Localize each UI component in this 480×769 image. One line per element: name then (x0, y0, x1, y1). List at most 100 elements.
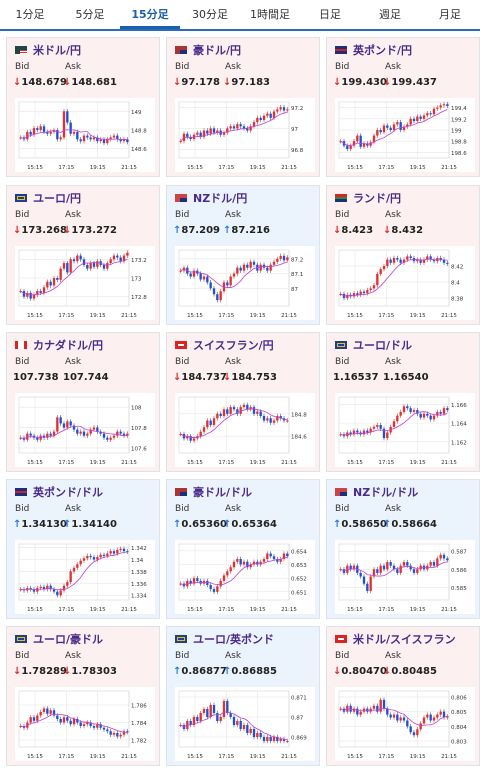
y-tick-label: 173 (131, 277, 142, 283)
y-tick-label: 199.2 (451, 117, 467, 123)
currency-pair-label[interactable]: ランド/円 (353, 192, 402, 205)
candle (286, 741, 289, 742)
tab-2[interactable]: 15分足 (120, 0, 180, 29)
rate-card[interactable]: ユーロ/英ポンド Bid Ask ↑0.86877 ↑0.86885 0.871 0.87 0… (166, 626, 320, 766)
currency-pair-label[interactable]: ユーロ/豪ドル (33, 633, 104, 646)
candle (32, 128, 36, 135)
candle (46, 281, 49, 288)
currency-pair-label[interactable]: 米ドル/スイスフラン (353, 633, 456, 646)
candle (406, 256, 409, 260)
candlestick-chart[interactable]: 149 148.8 148.6 15:15 17:15 19:15 21:15 (15, 98, 155, 172)
card-header[interactable]: NZドル/円 (175, 190, 247, 206)
candlestick-chart[interactable]: 0.587 0.586 0.585 15:15 17:15 19:15 21:15 (335, 540, 475, 614)
currency-pair-label[interactable]: 英ポンド/円 (353, 44, 413, 57)
candle (419, 413, 422, 418)
candle (282, 739, 286, 741)
candle (86, 555, 89, 559)
candlestick-chart[interactable]: 1.342 1.34 1.338 1.336 1.334 15:15 17:15 19:15 2… (15, 540, 155, 614)
currency-pair-label[interactable]: NZドル/ドル (353, 486, 419, 499)
x-tick-label: 21:15 (121, 313, 137, 319)
candlestick-chart[interactable]: 87.2 87.1 87 15:15 17:15 19:15 21:15 (175, 246, 315, 320)
candle (79, 431, 82, 434)
rate-card[interactable]: ユーロ/豪ドル Bid Ask ↓1.78289 ↓1.78303 1.786 1.784 1… (6, 626, 160, 766)
gb-flag-icon (335, 46, 347, 54)
currency-pair-label[interactable]: ユーロ/英ポンド (193, 633, 275, 646)
card-header[interactable]: カナダドル/円 (15, 337, 103, 353)
candlestick-chart[interactable]: 184.8 184.6 15:15 17:15 19:15 21:15 (175, 393, 315, 467)
tab-1[interactable]: 5分足 (75, 8, 105, 21)
candle (246, 128, 249, 131)
card-header[interactable]: 米ドル/円 (15, 42, 81, 58)
card-header[interactable]: ユーロ/豪ドル (15, 631, 103, 647)
rate-card[interactable]: ユーロ/円 Bid Ask ↓173.268 ↓173.272 173.2 173 172.8… (6, 185, 160, 325)
rate-card[interactable]: 米ドル/円 Bid Ask ↓148.679 ↓148.681 149 148.8 148.6… (6, 37, 160, 177)
candle (216, 413, 219, 419)
card-header[interactable]: 米ドル/スイスフラン (335, 631, 456, 647)
candlestick-chart[interactable]: 8.42 8.4 8.38 15:15 17:15 19:15 21:15 (335, 246, 475, 320)
currency-pair-label[interactable]: ユーロ/円 (33, 192, 82, 205)
rate-card[interactable]: NZドル/円 Bid Ask ↑87.209 ↑87.216 87.2 87.1 87 15:1… (166, 185, 320, 325)
candlestick-chart[interactable]: 199.4 199.2 199 198.8 198.6 15:15 17:15 19:15 21… (335, 98, 475, 172)
currency-pair-label[interactable]: カナダドル/円 (33, 339, 104, 352)
card-header[interactable]: スイスフラン/円 (175, 337, 274, 353)
candlestick-chart[interactable]: 1.166 1.164 1.162 15:15 17:15 19:15 21:15 (335, 393, 475, 467)
tab-6[interactable]: 週足 (379, 8, 401, 21)
currency-pair-label[interactable]: 英ポンド/ドル (33, 486, 104, 499)
candlestick-chart[interactable]: 173.2 173 172.8 15:15 17:15 19:15 21:15 (15, 246, 155, 320)
ask-price: 1.16540 (383, 372, 429, 383)
card-header[interactable]: 英ポンド/ドル (15, 484, 103, 500)
rate-card[interactable]: ランド/円 Bid Ask ↓8.423 ↓8.432 8.42 8.4 8.38 15:15 1… (326, 185, 480, 325)
rate-card[interactable]: 豪ドル/ドル Bid Ask ↑0.65360 ↑0.65364 0.654 0.653 0.… (166, 479, 320, 619)
candle (112, 551, 116, 554)
candle (19, 437, 22, 439)
candle (199, 132, 202, 137)
candle (29, 433, 32, 436)
card-header[interactable]: NZドル/ドル (335, 484, 418, 500)
plot-frame (338, 101, 450, 159)
currency-pair-label[interactable]: NZドル/円 (193, 192, 248, 205)
candlestick-chart[interactable]: 108 107.8 107.6 15:15 17:15 19:15 21:15 (15, 393, 155, 467)
rate-card[interactable]: 英ポンド/円 Bid Ask ↓199.430 ↓199.437 199.4 199.2 19… (326, 37, 480, 177)
candlestick-chart[interactable]: 0.806 0.805 0.804 0.803 15:15 17:15 19:15 21:15 (335, 687, 475, 761)
currency-pair-label[interactable]: スイスフラン/円 (193, 339, 274, 352)
rate-card[interactable]: 英ポンド/ドル Bid Ask ↑1.34130 ↑1.34140 1.342 1.34 1.… (6, 479, 160, 619)
rate-card[interactable]: スイスフラン/円 Bid Ask ↓184.737 ↓184.753 184.8 184.6… (166, 332, 320, 472)
rate-card[interactable]: NZドル/ドル Bid Ask ↑0.58650 ↑0.58664 0.587 0.586 0… (326, 479, 480, 619)
card-header[interactable]: ユーロ/英ポンド (175, 631, 274, 647)
candlestick-chart[interactable]: 0.871 0.87 0.869 15:15 17:15 19:15 21:15 (175, 687, 315, 761)
card-header[interactable]: ランド/円 (335, 190, 401, 206)
tab-5[interactable]: 日足 (319, 8, 341, 21)
y-tick-label: 0.654 (291, 549, 307, 555)
candlestick-chart[interactable]: 97.2 97 96.8 15:15 17:15 19:15 21:15 (175, 98, 315, 172)
candlestick-chart[interactable]: 1.786 1.784 1.782 15:15 17:15 19:15 21:15 (15, 687, 155, 761)
currency-pair-label[interactable]: ユーロ/ドル (353, 339, 413, 352)
tab-7[interactable]: 月足 (439, 8, 461, 21)
candle (409, 408, 412, 412)
tab-3[interactable]: 30分足 (192, 8, 228, 21)
x-tick-label: 17:15 (58, 607, 74, 613)
candle (259, 117, 262, 120)
candle (209, 128, 212, 134)
rate-card[interactable]: 米ドル/スイスフラン Bid Ask ↓0.80470 ↓0.80485 0.806 0.8… (326, 626, 480, 766)
currency-pair-label[interactable]: 米ドル/円 (33, 44, 82, 57)
candle (359, 572, 362, 577)
rate-card[interactable]: 豪ドル/円 Bid Ask ↓97.178 ↓97.183 97.2 97 96.8 15:15… (166, 37, 320, 177)
card-header[interactable]: 豪ドル/円 (175, 42, 241, 58)
card-header[interactable]: ユーロ/ドル (335, 337, 412, 353)
tab-0[interactable]: 1分足 (15, 8, 45, 21)
up-arrow-icon: ↑ (333, 519, 342, 530)
currency-pair-label[interactable]: 豪ドル/ドル (193, 486, 253, 499)
candle (222, 409, 226, 417)
candle (382, 266, 386, 270)
candle (406, 124, 409, 127)
card-header[interactable]: ユーロ/円 (15, 190, 81, 206)
card-header[interactable]: 豪ドル/ドル (175, 484, 252, 500)
rate-card[interactable]: ユーロ/ドル Bid Ask 1.16537 1.16540 1.166 1.164 1.16… (326, 332, 480, 472)
candle (39, 435, 42, 440)
card-header[interactable]: 英ポンド/円 (335, 42, 412, 58)
moving-average-line (340, 707, 448, 727)
candlestick-chart[interactable]: 0.654 0.653 0.652 0.651 15:15 17:15 19:15 21:15 (175, 540, 315, 614)
currency-pair-label[interactable]: 豪ドル/円 (193, 44, 242, 57)
tab-4[interactable]: 1時間足 (250, 8, 290, 21)
rate-card[interactable]: カナダドル/円 Bid Ask 107.738 107.744 108 107.8 107.6… (6, 332, 160, 472)
